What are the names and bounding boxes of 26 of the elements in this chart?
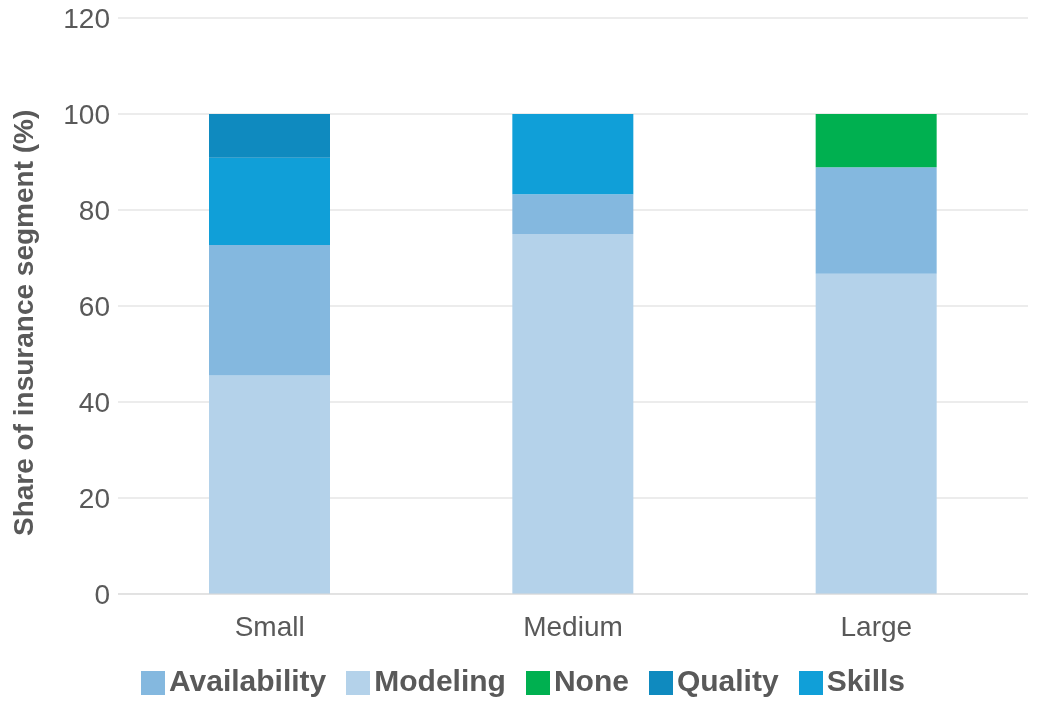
- y-tick-label: 100: [63, 98, 110, 130]
- bar: [512, 194, 634, 234]
- y-axis-title: Share of insurance segment (%): [7, 109, 39, 536]
- bar: [209, 114, 330, 158]
- legend-label: Skills: [826, 664, 906, 697]
- x-tick-label: Large: [840, 610, 913, 642]
- y-tick-label: 60: [78, 290, 110, 322]
- bar: [815, 273, 937, 594]
- y-tick-label: 0: [94, 578, 110, 610]
- bar: [815, 167, 937, 274]
- legend-label: None: [553, 664, 629, 697]
- bar: [209, 375, 330, 594]
- x-tick-label: Small: [234, 610, 305, 642]
- bar: [512, 114, 634, 195]
- legend-label: Quality: [676, 664, 779, 697]
- y-tick-label: 80: [78, 194, 110, 226]
- bar: [815, 114, 937, 168]
- bar: [512, 234, 634, 594]
- bar: [209, 157, 330, 246]
- bar: [209, 245, 330, 376]
- legend-label: Availability: [168, 664, 327, 697]
- x-tick-label: Medium: [523, 610, 623, 642]
- y-tick-label: 20: [78, 482, 110, 514]
- y-tick-label: 40: [78, 386, 110, 418]
- legend-label: Modeling: [374, 664, 506, 697]
- y-tick-label: 120: [63, 2, 110, 34]
